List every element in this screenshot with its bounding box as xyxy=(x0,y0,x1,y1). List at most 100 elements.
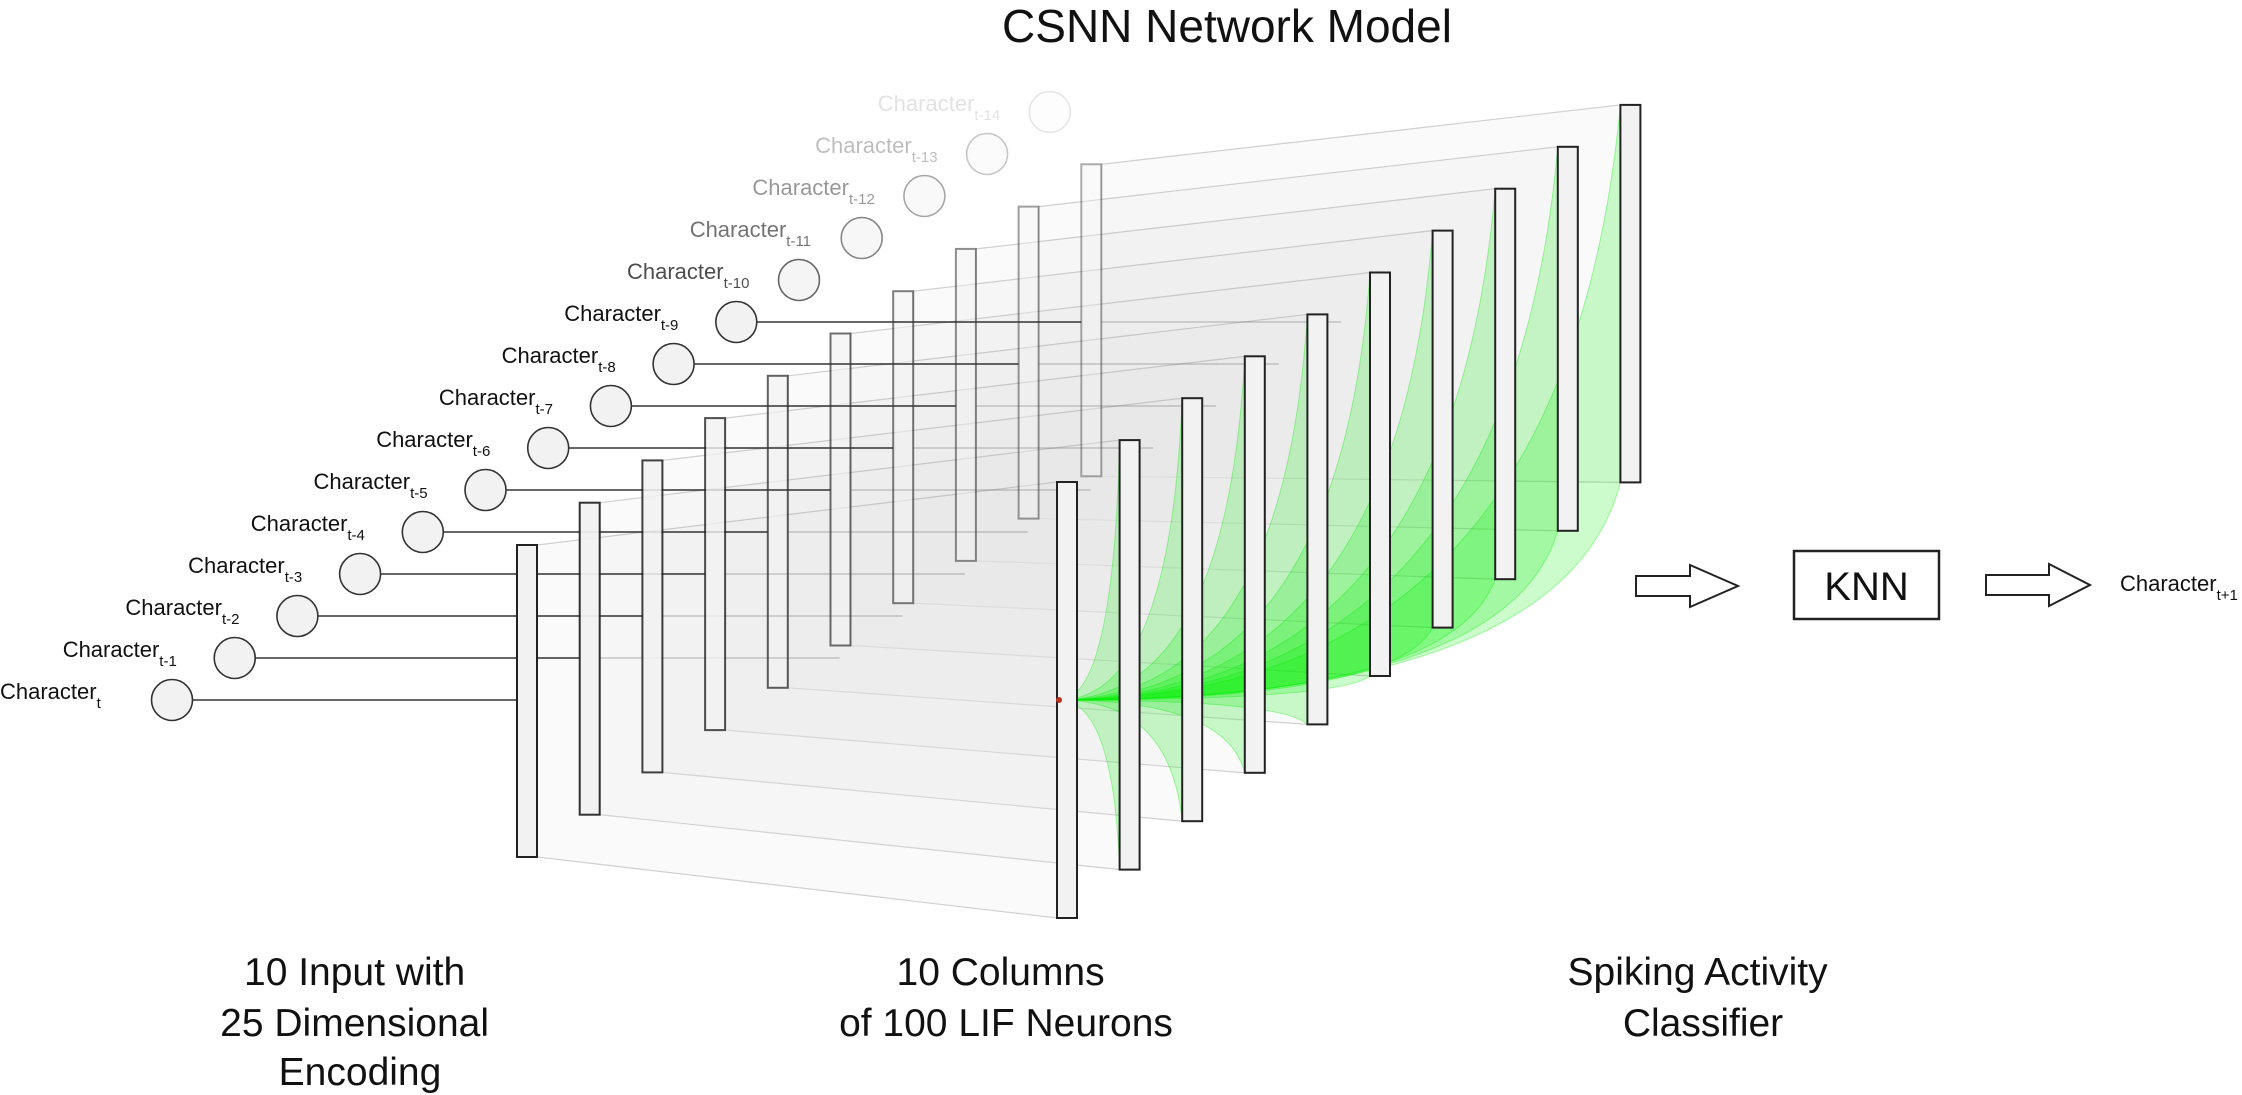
output-columns xyxy=(1056,103,1642,919)
spike-fan-wedge xyxy=(1058,230,1434,701)
input-node: Charactert xyxy=(0,678,517,722)
input-label-sub: t-2 xyxy=(222,611,240,628)
input-column xyxy=(892,290,915,605)
input-column xyxy=(954,247,977,562)
input-neuron xyxy=(965,132,1009,176)
input-label-sub: t-12 xyxy=(849,191,875,208)
input-label: Charactert-4 xyxy=(251,511,365,544)
input-column xyxy=(766,374,789,689)
input-label-base: Character xyxy=(627,259,724,284)
input-neuron xyxy=(589,384,633,428)
input-label-sub: t xyxy=(97,695,102,712)
input-label-sub: t-11 xyxy=(786,233,811,250)
input-node: Charactert-13 xyxy=(815,132,1009,176)
input-label-base: Character xyxy=(564,301,661,326)
input-label-base: Character xyxy=(815,133,912,158)
caption-input-line-1: 10 Input with xyxy=(244,951,465,994)
input-label-sub: t-5 xyxy=(410,485,428,502)
input-label: Charactert-5 xyxy=(314,469,428,502)
input-label-base: Character xyxy=(125,595,222,620)
input-column xyxy=(641,459,664,774)
column-plane xyxy=(536,481,1058,919)
input-column xyxy=(704,417,727,732)
input-label: Charactert-9 xyxy=(564,301,678,334)
column-planes xyxy=(536,104,1622,919)
input-label: Charactert-7 xyxy=(439,385,553,418)
knn-label: KNN xyxy=(1824,565,1908,609)
input-node: Charactert-7 xyxy=(439,384,1216,428)
input-label-sub: t-6 xyxy=(473,443,491,460)
caption-input-line-2: 25 Dimensional xyxy=(220,1002,489,1045)
input-neuron xyxy=(840,216,884,260)
input-label-base: Character xyxy=(63,637,160,662)
input-neuron xyxy=(338,552,382,596)
diagram-title: CSNN Network Model xyxy=(1002,0,1452,52)
input-label-base: Character xyxy=(314,469,411,494)
input-column xyxy=(1080,163,1103,478)
input-label: Charactert-2 xyxy=(125,595,239,628)
input-label: Charactert-14 xyxy=(878,91,1000,124)
input-neuron xyxy=(1028,90,1072,134)
input-neuron xyxy=(777,258,821,302)
input-neuron xyxy=(714,300,758,344)
input-label: Charactert-11 xyxy=(690,217,811,250)
spike-origin xyxy=(1056,697,1062,703)
input-label-sub: t-14 xyxy=(974,107,1000,124)
output-column xyxy=(1306,313,1329,726)
caption-columns-line-1: 10 Columns xyxy=(897,951,1105,994)
caption-input-line-3: Encoding xyxy=(279,1051,442,1094)
input-label-sub: t-10 xyxy=(724,275,750,292)
front-columns xyxy=(516,417,727,858)
input-label-sub: t-8 xyxy=(598,359,616,376)
input-column xyxy=(516,544,538,858)
input-node: Charactert-8 xyxy=(502,342,1279,386)
input-label-base: Character xyxy=(0,679,97,704)
input-column xyxy=(829,332,852,647)
output-column xyxy=(1619,103,1642,484)
input-label-sub: t-1 xyxy=(159,653,177,670)
back-columns xyxy=(766,163,1103,689)
output-column xyxy=(1181,397,1204,823)
caption-classifier-line-2: Classifier xyxy=(1623,1002,1783,1045)
input-label-sub: t-3 xyxy=(285,569,303,586)
input-node: Charactert-9 xyxy=(564,300,1342,344)
input-label: Charactert-12 xyxy=(752,175,874,208)
output-label: Charactert+1 xyxy=(2120,571,2238,604)
input-label-base: Character xyxy=(878,91,975,116)
input-node: Charactert-10 xyxy=(627,258,821,302)
input-label: Charactert-6 xyxy=(376,427,490,460)
input-label: Charactert-3 xyxy=(188,553,302,586)
input-node: Charactert-11 xyxy=(690,216,884,260)
input-node: Charactert-6 xyxy=(376,426,1154,470)
input-label-sub: t-13 xyxy=(912,149,938,166)
caption-input: 10 Input with 25 Dimensional Encoding xyxy=(220,951,500,1094)
output-label-sub: t+1 xyxy=(2217,587,2238,604)
input-label: Charactert-13 xyxy=(815,133,937,166)
input-node: Charactert-2 xyxy=(125,594,903,638)
input-node: Charactert-12 xyxy=(752,174,946,218)
output-column xyxy=(1494,187,1517,581)
input-label-base: Character xyxy=(251,511,348,536)
caption-columns: 10 Columns of 100 LIF Neurons xyxy=(839,951,1173,1045)
input-neuron xyxy=(652,342,695,386)
input-column xyxy=(578,501,601,816)
input-nodes: CharactertCharactert-1Charactert-2Charac… xyxy=(0,90,1342,722)
input-node: Charactert-1 xyxy=(63,636,840,680)
knn-box: KNN xyxy=(1792,549,1941,621)
input-node: Charactert-5 xyxy=(314,468,1091,512)
output-label-base: Character xyxy=(2120,571,2217,596)
caption-classifier: Spiking Activity Classifier xyxy=(1568,951,1839,1045)
arrow-to-classifier xyxy=(1635,563,1741,609)
input-label: Charactert xyxy=(0,679,102,712)
input-neuron xyxy=(401,510,445,554)
input-node: Charactert-14 xyxy=(878,90,1072,134)
input-neuron xyxy=(526,426,570,470)
output-column xyxy=(1118,439,1141,871)
input-neuron xyxy=(276,594,319,638)
input-label-base: Character xyxy=(439,385,536,410)
input-label-base: Character xyxy=(188,553,285,578)
input-label-sub: t-9 xyxy=(661,317,679,334)
input-label-base: Character xyxy=(502,343,599,368)
input-label-sub: t-4 xyxy=(347,527,365,544)
